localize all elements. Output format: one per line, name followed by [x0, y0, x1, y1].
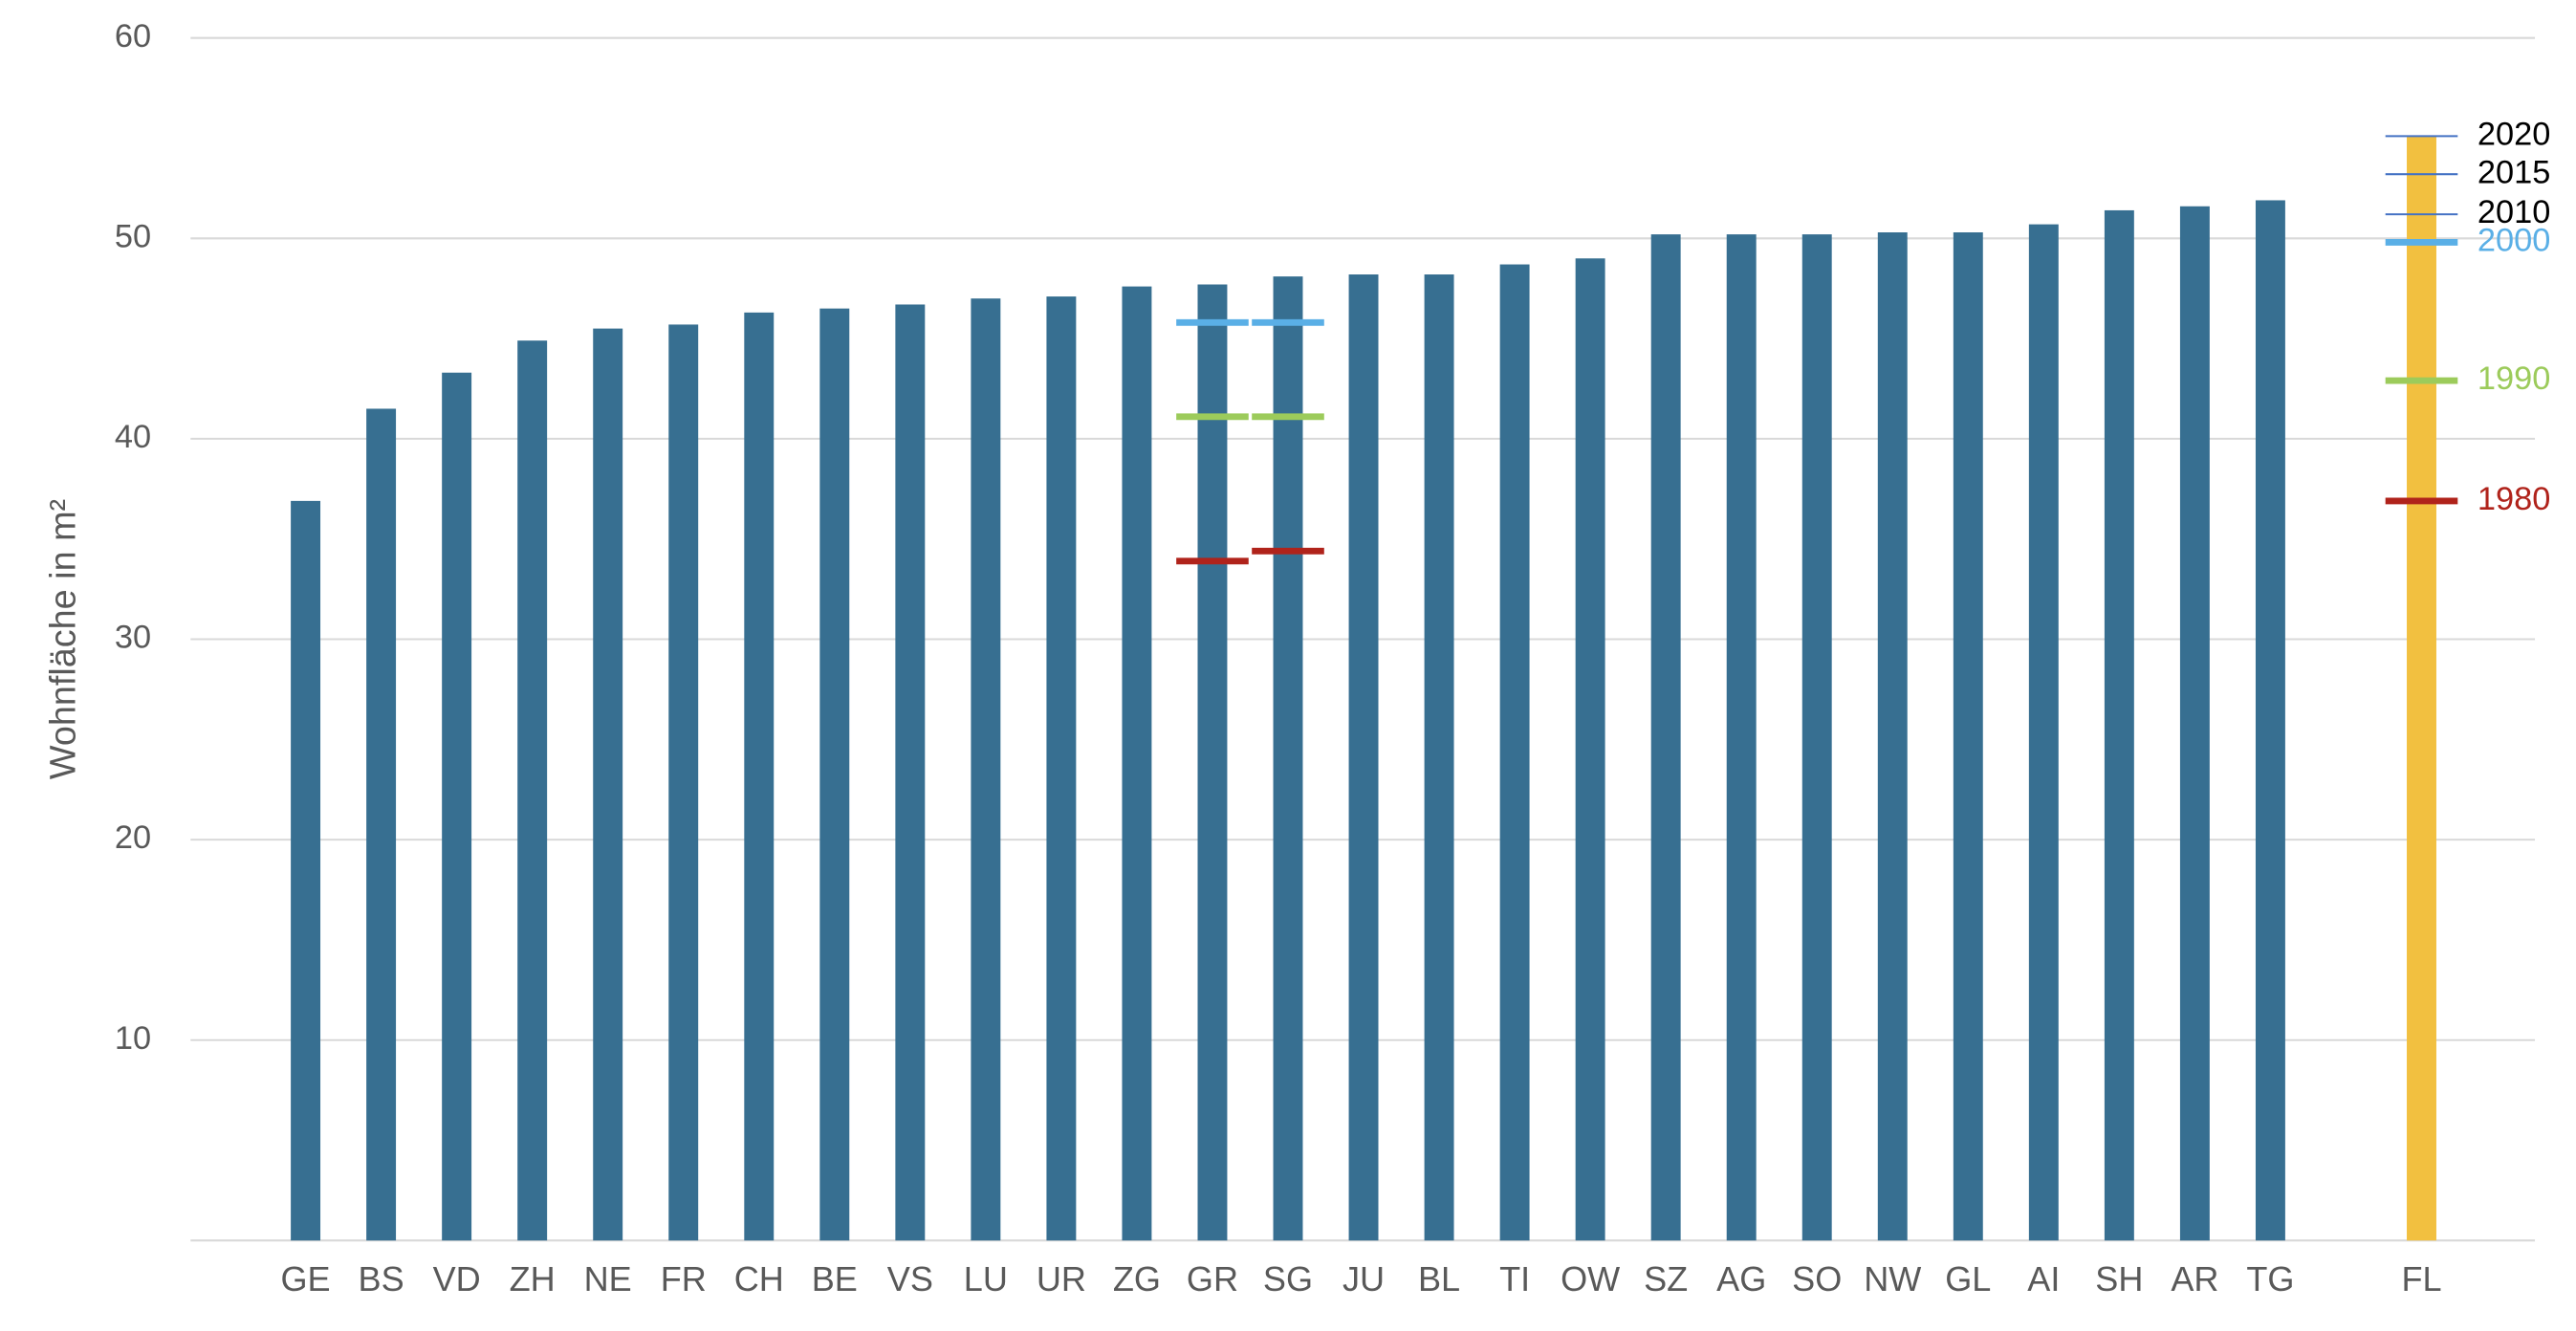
y-tick-label: 60: [115, 18, 151, 55]
bar: [1348, 274, 1379, 1241]
bar: [2028, 224, 2059, 1241]
bar: [971, 298, 1001, 1241]
y-tick-label: 30: [115, 620, 151, 656]
bar: [668, 324, 699, 1241]
legend-label: 1980: [2478, 481, 2550, 517]
x-tick-label: AR: [2171, 1259, 2218, 1298]
bar: [1197, 284, 1228, 1241]
x-tick-label: VS: [887, 1259, 933, 1298]
x-tick-label: CH: [734, 1259, 784, 1298]
x-tick-label: JU: [1343, 1259, 1385, 1298]
bar: [517, 340, 548, 1241]
y-tick-label: 10: [115, 1020, 151, 1057]
bar: [1273, 276, 1303, 1241]
legend-label: 2020: [2478, 116, 2550, 152]
x-tick-label: NW: [1864, 1259, 1921, 1298]
x-tick-label: AI: [2027, 1259, 2060, 1298]
x-tick-label: TI: [1499, 1259, 1530, 1298]
x-tick-label: BL: [1418, 1259, 1460, 1298]
bar: [1575, 258, 1605, 1241]
x-tick-label: ZG: [1113, 1259, 1161, 1298]
bar: [291, 500, 321, 1241]
legend-label: 2015: [2478, 154, 2550, 190]
x-tick-label: LU: [964, 1259, 1008, 1298]
x-tick-label: BE: [812, 1259, 858, 1298]
x-tick-label: OW: [1561, 1259, 1620, 1298]
bar: [1801, 234, 1832, 1241]
x-tick-label: SZ: [1644, 1259, 1688, 1298]
x-tick-label: SG: [1263, 1259, 1313, 1298]
x-tick-label: FR: [661, 1259, 707, 1298]
y-tick-label: 40: [115, 419, 151, 455]
bar: [819, 308, 850, 1241]
bar: [2255, 200, 2285, 1241]
bar: [2407, 136, 2436, 1241]
bar: [2104, 209, 2134, 1241]
bar: [1424, 274, 1454, 1241]
bar: [744, 312, 775, 1241]
x-tick-label: GL: [1945, 1259, 1991, 1298]
bar: [1046, 296, 1077, 1241]
x-tick-label: FL: [2401, 1259, 2441, 1298]
bar: [593, 328, 623, 1241]
x-tick-label: GR: [1187, 1259, 1238, 1298]
bar: [1499, 264, 1530, 1241]
y-tick-label: 50: [115, 218, 151, 254]
bar: [442, 372, 472, 1241]
bar: [2179, 206, 2210, 1241]
x-tick-label: NE: [584, 1259, 632, 1298]
legend-label: 2000: [2478, 223, 2550, 259]
x-tick-label: UR: [1037, 1259, 1086, 1298]
x-tick-label: TG: [2246, 1259, 2294, 1298]
bar: [1877, 232, 1908, 1241]
y-axis-label: Wohnfläche in m²: [44, 499, 84, 779]
legend-label: 1990: [2478, 360, 2550, 397]
bar: [366, 408, 397, 1241]
bar: [1650, 234, 1681, 1241]
x-tick-label: ZH: [510, 1259, 556, 1298]
x-tick-label: VD: [433, 1259, 481, 1298]
x-tick-label: SO: [1792, 1259, 1842, 1298]
x-tick-label: SH: [2095, 1259, 2143, 1298]
x-tick-label: BS: [359, 1259, 404, 1298]
bar: [1122, 286, 1152, 1241]
y-tick-label: 20: [115, 819, 151, 856]
x-tick-label: AG: [1716, 1259, 1766, 1298]
legend-label: 2010: [2478, 194, 2550, 230]
x-tick-label: GE: [280, 1259, 330, 1298]
bar: [895, 304, 926, 1241]
bar: [1953, 232, 1983, 1241]
bar: [1726, 234, 1757, 1241]
